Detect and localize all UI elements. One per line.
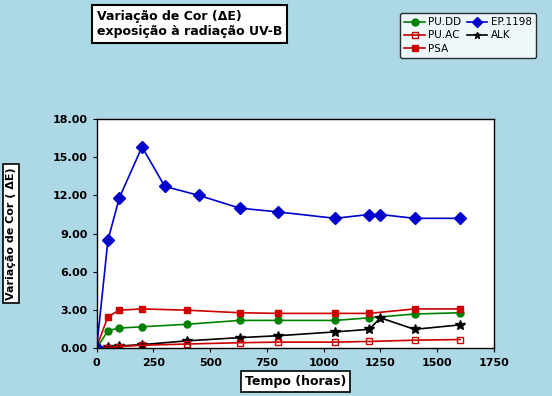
PU.AC bbox=[139, 343, 145, 348]
EP.1198 bbox=[457, 216, 463, 221]
EP.1198 bbox=[275, 209, 282, 214]
PU.DD bbox=[457, 310, 463, 315]
PSA bbox=[139, 307, 145, 311]
PU.DD bbox=[184, 322, 191, 327]
ALK bbox=[377, 316, 384, 320]
EP.1198 bbox=[411, 216, 418, 221]
ALK bbox=[184, 339, 191, 343]
ALK bbox=[139, 342, 145, 347]
Line: EP.1198: EP.1198 bbox=[92, 143, 464, 353]
PU.AC bbox=[332, 340, 338, 345]
EP.1198 bbox=[105, 238, 112, 242]
PU.DD bbox=[236, 318, 243, 323]
PSA bbox=[275, 311, 282, 316]
PSA bbox=[411, 307, 418, 311]
PU.DD bbox=[275, 318, 282, 323]
ALK bbox=[332, 329, 338, 334]
PU.AC bbox=[366, 339, 373, 344]
Line: PU.DD: PU.DD bbox=[93, 309, 464, 352]
Text: Variação de Cor ( ΔE): Variação de Cor ( ΔE) bbox=[6, 168, 16, 300]
PU.AC bbox=[457, 337, 463, 342]
PU.DD bbox=[366, 316, 373, 320]
PSA bbox=[366, 311, 373, 316]
PSA bbox=[457, 307, 463, 311]
PU.AC bbox=[93, 346, 100, 351]
EP.1198 bbox=[377, 212, 384, 217]
EP.1198 bbox=[93, 346, 100, 351]
EP.1198 bbox=[332, 216, 338, 221]
Line: ALK: ALK bbox=[92, 313, 465, 353]
PU.DD bbox=[116, 326, 123, 330]
PSA bbox=[332, 311, 338, 316]
Legend: PU.DD, PU.AC, PSA, EP.1198, ALK: PU.DD, PU.AC, PSA, EP.1198, ALK bbox=[400, 13, 536, 58]
EP.1198 bbox=[366, 212, 373, 217]
PSA bbox=[116, 308, 123, 312]
ALK bbox=[116, 344, 123, 348]
PU.DD bbox=[105, 328, 112, 333]
Line: PSA: PSA bbox=[93, 305, 464, 351]
PU.DD bbox=[332, 318, 338, 323]
ALK bbox=[93, 346, 100, 351]
PU.AC bbox=[275, 340, 282, 345]
PU.AC bbox=[116, 344, 123, 349]
EP.1198 bbox=[236, 206, 243, 211]
ALK bbox=[366, 327, 373, 332]
PU.DD bbox=[139, 324, 145, 329]
ALK bbox=[105, 345, 112, 350]
EP.1198 bbox=[195, 193, 202, 198]
PU.AC bbox=[184, 342, 191, 346]
PSA bbox=[236, 310, 243, 315]
PSA bbox=[184, 308, 191, 312]
PU.DD bbox=[93, 346, 100, 351]
EP.1198 bbox=[161, 184, 168, 189]
PU.AC bbox=[236, 340, 243, 345]
Text: Tempo (horas): Tempo (horas) bbox=[245, 375, 346, 388]
Line: PU.AC: PU.AC bbox=[93, 336, 464, 352]
Text: Variação de Cor (ΔE)
exposição à radiação UV-B: Variação de Cor (ΔE) exposição à radiaçã… bbox=[97, 10, 282, 38]
EP.1198 bbox=[116, 196, 123, 200]
EP.1198 bbox=[139, 145, 145, 149]
PU.AC bbox=[105, 345, 112, 350]
ALK bbox=[236, 335, 243, 340]
PU.AC bbox=[411, 338, 418, 343]
ALK bbox=[275, 333, 282, 338]
ALK bbox=[411, 327, 418, 332]
PU.DD bbox=[411, 312, 418, 316]
ALK bbox=[457, 322, 463, 327]
PSA bbox=[105, 314, 112, 319]
PSA bbox=[93, 345, 100, 350]
